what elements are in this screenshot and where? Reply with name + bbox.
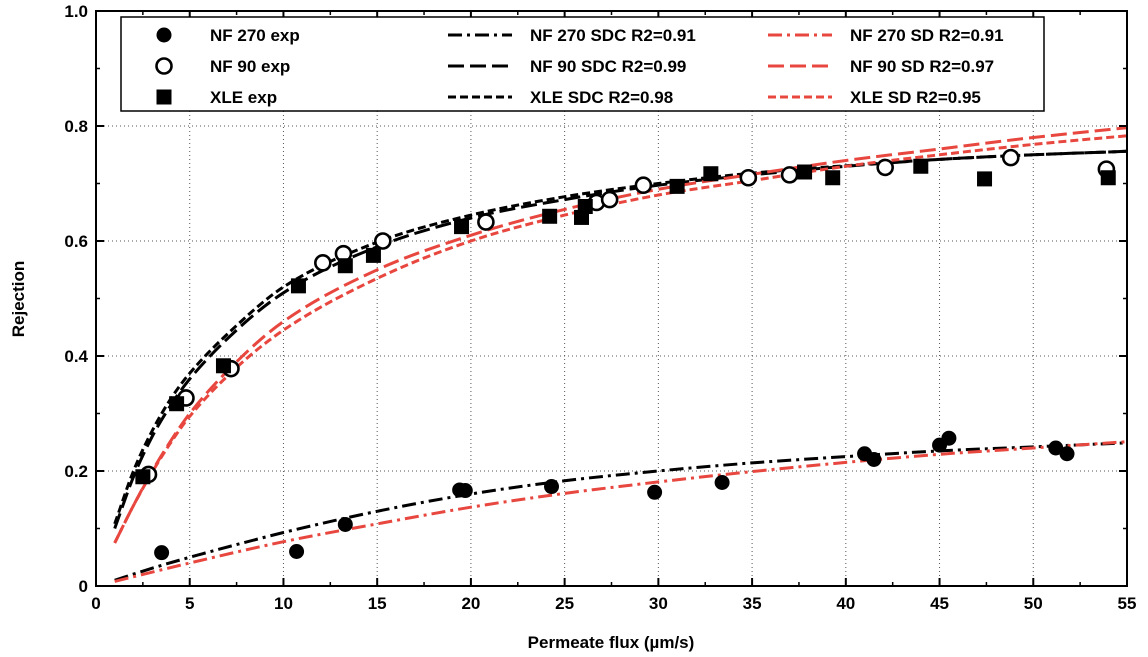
data-point-xle-exp <box>454 219 470 235</box>
data-point-nf-270-exp <box>1059 446 1075 462</box>
legend-label-xle-sd-r2-0-95: XLE SD R2=0.95 <box>850 88 981 107</box>
legend-label-nf-90-exp: NF 90 exp <box>210 57 290 76</box>
x-tick-label: 55 <box>1118 594 1137 613</box>
data-point-xle-exp <box>365 247 381 263</box>
legend-marker-nf-270-exp <box>156 27 172 43</box>
x-tick-label: 25 <box>555 594 574 613</box>
data-point-nf-90-exp <box>634 176 653 195</box>
y-axis-title: Rejection <box>9 261 28 338</box>
axes-layer: 0 5 10 15 20 25 30 35 40 45 50 55 0 0.2 0.4 0.6 0.8 1.0 <box>64 2 1136 613</box>
series-line-xle-sd-r2-0-95 <box>113 134 1128 544</box>
lines-layer <box>113 126 1128 583</box>
legend-layer: NF 270 exp NF 270 SDC R2=0.91 NF 270 SD R2… <box>120 16 1045 112</box>
x-tick-label: 15 <box>368 594 387 613</box>
data-point-xle-exp <box>703 166 719 182</box>
data-point-xle-exp <box>1100 170 1116 186</box>
legend-label-nf-270-sdc-r2-0-91: NF 270 SDC R2=0.91 <box>530 26 696 45</box>
data-point-nf-270-exp <box>337 516 353 532</box>
series-line-xle-sdc-r2-0-98 <box>113 149 1128 525</box>
legend-label-nf-90-sd-r2-0-97: NF 90 SD R2=0.97 <box>850 57 994 76</box>
x-tick-label: 5 <box>185 594 194 613</box>
legend-label-nf-90-sdc-r2-0-99: NF 90 SDC R2=0.99 <box>530 57 686 76</box>
data-point-nf-270-exp <box>544 479 560 495</box>
legend-box <box>120 16 1045 112</box>
data-point-nf-270-exp <box>714 475 730 490</box>
y-tick-label: 1.0 <box>64 2 88 21</box>
data-point-nf-90-exp <box>477 213 495 231</box>
legend-marker-xle-exp <box>156 89 172 105</box>
data-point-xle-exp <box>337 258 353 274</box>
legend-label-nf-270-sd-r2-0-91: NF 270 SD R2=0.91 <box>850 26 1004 45</box>
data-point-nf-90-exp <box>314 254 332 272</box>
data-point-nf-270-exp <box>154 545 170 561</box>
data-point-nf-90-exp <box>780 166 799 184</box>
y-tick-label: 0.6 <box>64 232 88 251</box>
data-point-xle-exp <box>135 469 151 485</box>
legend-label-xle-exp: XLE exp <box>210 88 277 107</box>
data-point-nf-270-exp <box>647 484 663 500</box>
data-point-nf-270-exp <box>866 452 882 467</box>
data-point-nf-90-exp <box>374 232 392 250</box>
y-tick-label: 0.2 <box>64 462 88 481</box>
data-point-xle-exp <box>169 396 185 412</box>
x-axis-title: Permeate flux (µm/s) <box>528 633 695 652</box>
legend-label-nf-270-exp: NF 270 exp <box>210 26 300 45</box>
x-tick-label: 45 <box>930 594 949 613</box>
data-point-xle-exp <box>977 171 993 187</box>
data-point-xle-exp <box>797 164 813 180</box>
y-tick-label: 0.8 <box>64 117 88 136</box>
x-tick-label: 0 <box>91 594 100 613</box>
legend-label-xle-sdc-r2-0-98: XLE SDC R2=0.98 <box>530 88 673 107</box>
x-tick-label: 50 <box>1024 594 1043 613</box>
series-line-nf-270-sd-r2-0-91 <box>114 440 1128 583</box>
data-point-xle-exp <box>577 199 593 214</box>
series-line-nf-270-sdc-r2-0-91 <box>114 441 1128 582</box>
data-point-nf-90-exp <box>600 190 619 209</box>
x-tick-label: 40 <box>836 594 855 613</box>
data-point-xle-exp <box>290 278 306 294</box>
data-point-nf-90-exp <box>1001 148 1020 167</box>
points-layer <box>135 148 1116 561</box>
data-point-nf-270-exp <box>941 430 957 446</box>
data-point-xle-exp <box>669 178 685 194</box>
data-point-xle-exp <box>913 158 929 174</box>
data-point-nf-90-exp <box>739 168 758 187</box>
y-tick-label: 0 <box>79 577 88 596</box>
legend-marker-nf-90-exp <box>155 57 173 75</box>
data-point-nf-270-exp <box>457 483 473 499</box>
series-line-nf-90-sdc-r2-0-99 <box>113 149 1128 530</box>
x-tick-label: 20 <box>461 594 480 613</box>
y-tick-label: 0.4 <box>64 347 88 366</box>
x-tick-label: 10 <box>274 594 293 613</box>
data-point-xle-exp <box>825 170 841 186</box>
x-tick-label: 35 <box>743 594 762 613</box>
data-point-nf-90-exp <box>876 158 894 177</box>
data-point-xle-exp <box>215 358 231 374</box>
x-tick-label: 30 <box>649 594 668 613</box>
data-point-nf-270-exp <box>1048 440 1064 456</box>
data-point-xle-exp <box>542 208 558 224</box>
data-point-nf-270-exp <box>289 544 305 559</box>
